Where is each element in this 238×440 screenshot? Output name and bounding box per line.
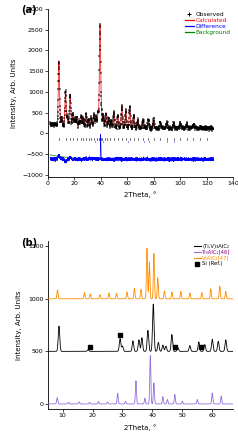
X-axis label: 2Theta, °: 2Theta, ° xyxy=(124,424,157,431)
Y-axis label: Intensity, Arb. Units: Intensity, Arb. Units xyxy=(16,290,22,360)
Text: (b): (b) xyxy=(22,238,38,248)
X-axis label: 2Theta, °: 2Theta, ° xyxy=(124,192,157,198)
Y-axis label: Intensity, Arb. Units: Intensity, Arb. Units xyxy=(11,58,17,128)
Legend: Observed, Calculated, Difference, Background: Observed, Calculated, Difference, Backgr… xyxy=(185,12,230,35)
Text: (a): (a) xyxy=(22,5,37,15)
Legend: (Ti,V)₃AlC₂, Ti₃AlC₂[46], V₃AlC₂[47], Si (Ref.): (Ti,V)₃AlC₂, Ti₃AlC₂[46], V₃AlC₂[47], Si… xyxy=(194,244,231,267)
